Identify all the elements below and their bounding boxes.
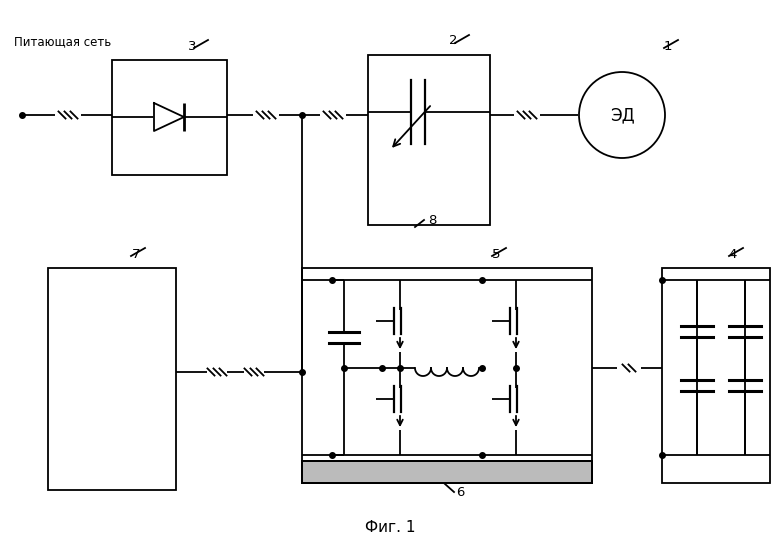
- Text: 4: 4: [729, 247, 737, 261]
- Polygon shape: [154, 103, 184, 131]
- Bar: [368, 55, 490, 225]
- Bar: [662, 268, 770, 483]
- Text: 5: 5: [491, 247, 500, 261]
- Bar: [112, 60, 227, 175]
- Text: Фиг. 1: Фиг. 1: [365, 521, 415, 535]
- Text: ЭД: ЭД: [610, 106, 634, 124]
- Bar: [302, 461, 592, 483]
- Text: 7: 7: [132, 247, 140, 261]
- Text: 1: 1: [664, 40, 672, 52]
- Text: 6: 6: [456, 486, 464, 498]
- Text: Питающая сеть: Питающая сеть: [14, 35, 112, 49]
- Bar: [302, 461, 592, 483]
- Text: 3: 3: [188, 40, 197, 52]
- Bar: [302, 268, 592, 483]
- Text: 2: 2: [448, 34, 457, 47]
- Text: 8: 8: [427, 214, 436, 226]
- Bar: [48, 268, 176, 490]
